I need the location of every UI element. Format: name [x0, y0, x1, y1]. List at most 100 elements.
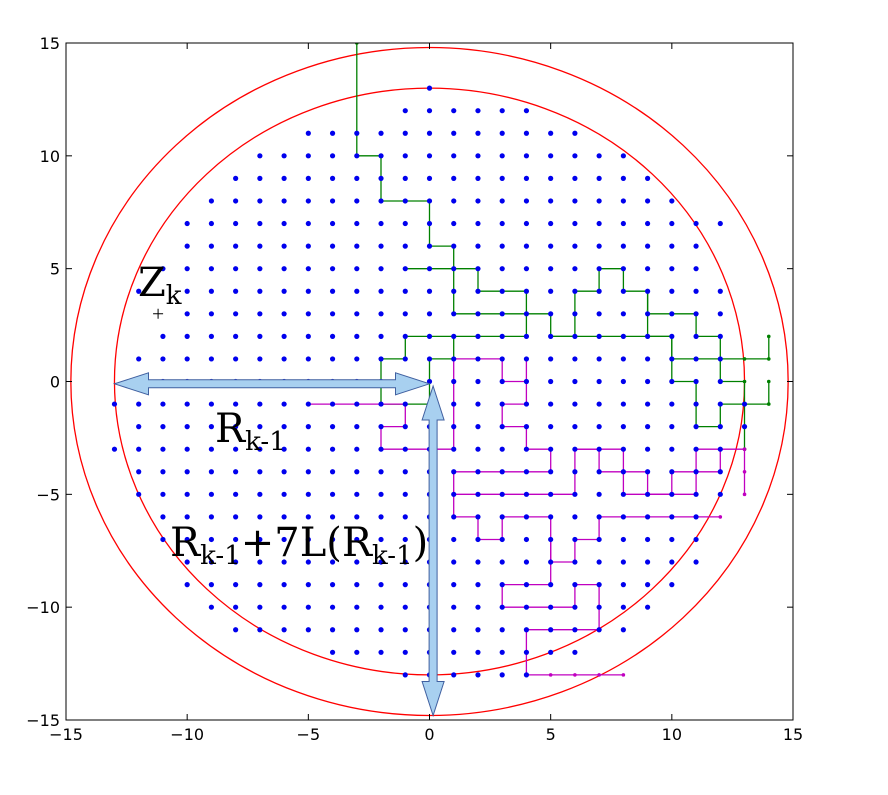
lattice-point [402, 153, 408, 159]
lattice-point [426, 198, 433, 204]
lattice-point [426, 108, 433, 114]
lattice-point [281, 401, 287, 407]
lattice-point [184, 469, 190, 475]
lattice-point [451, 108, 457, 114]
path-6-vertex [597, 673, 601, 677]
lattice-point [329, 424, 336, 430]
lattice-point [620, 356, 626, 362]
lattice-point [451, 582, 457, 588]
lattice-points-layer [111, 85, 748, 701]
lattice-point [596, 311, 602, 317]
lattice-point [620, 220, 626, 227]
lattice-point [717, 356, 723, 362]
lattice-point [572, 378, 578, 385]
lattice-point [426, 356, 433, 362]
lattice-point [378, 311, 384, 317]
lattice-point [645, 514, 651, 520]
lattice-point [281, 311, 287, 317]
lattice-point [596, 582, 602, 588]
lattice-point [184, 424, 190, 430]
lattice-point [717, 378, 723, 385]
lattice-point [184, 220, 190, 227]
lattice-point [160, 424, 166, 430]
path-0-vertex [766, 402, 771, 406]
lattice-point [693, 220, 699, 227]
lattice-point [596, 266, 602, 272]
lattice-point [645, 243, 651, 249]
lattice-point [596, 469, 602, 475]
lattice-point [233, 536, 239, 543]
lattice-point [184, 446, 190, 452]
ticks-layer: −15 −10 −5 0 5 10 15 −15 −10 −5 0 5 10 15 [26, 34, 803, 744]
lattice-point [208, 446, 214, 452]
r-label-sub: k-1 [245, 427, 286, 457]
lattice-point [596, 627, 602, 633]
lattice-point [281, 153, 287, 159]
lattice-point [281, 536, 287, 543]
lattice-point [523, 401, 530, 407]
lattice-point [329, 536, 336, 543]
lattice-point [717, 288, 723, 294]
path-0-vertex [766, 379, 771, 384]
lattice-point [669, 514, 675, 520]
lattice-point [548, 424, 554, 430]
lattice-point [523, 649, 530, 655]
lattice-point [475, 356, 481, 362]
lattice-point [572, 220, 578, 227]
lattice-point [329, 649, 336, 655]
lattice-point [329, 582, 336, 588]
lattice-point [572, 333, 578, 339]
lattice-point [693, 559, 699, 565]
lattice-point [669, 288, 675, 294]
lattice-point [499, 130, 505, 136]
lattice-point [451, 514, 457, 520]
lattice-point [233, 469, 239, 475]
lattice-point [499, 559, 505, 565]
lattice-point [305, 604, 311, 610]
lattice-point [305, 266, 311, 272]
lattice-point [329, 514, 336, 520]
lattice-point [596, 514, 602, 520]
lattice-point [669, 536, 675, 543]
lattice-point [354, 627, 360, 633]
lattice-point [402, 469, 408, 475]
lattice-point [499, 378, 505, 385]
lattice-point [620, 536, 626, 543]
lattice-point [572, 288, 578, 294]
lattice-point [499, 469, 505, 475]
lattice-point [475, 604, 481, 610]
lattice-point [717, 333, 723, 339]
lattice-point [160, 356, 166, 362]
z-label-sub: k [166, 281, 182, 311]
lattice-point [475, 514, 481, 520]
lattice-point [499, 356, 505, 362]
y-tick-label: −10 [26, 598, 60, 617]
lattice-point [184, 491, 190, 497]
lattice-point [499, 243, 505, 249]
lattice-point [523, 469, 530, 475]
lattice-point [669, 446, 675, 452]
lattice-point [475, 198, 481, 204]
lattice-point [184, 514, 190, 520]
lattice-point [354, 311, 360, 317]
lattice-point [305, 356, 311, 362]
y-tick-label: 10 [40, 147, 60, 166]
x-tick-label: −15 [49, 725, 83, 744]
lattice-point [523, 175, 530, 181]
lattice-point [499, 311, 505, 317]
lattice-point [305, 311, 311, 317]
lattice-point [208, 582, 214, 588]
lattice-point [475, 424, 481, 430]
lattice-point [523, 108, 530, 114]
lattice-point [499, 514, 505, 520]
lattice-point [257, 311, 263, 317]
lattice-point [426, 266, 433, 272]
lattice-point [281, 559, 287, 565]
lattice-point [402, 243, 408, 249]
path-0-vertex [742, 379, 747, 384]
lattice-point [378, 559, 384, 565]
lattice-point [378, 243, 384, 249]
lattice-point [499, 604, 505, 610]
path-5-vertex [718, 515, 723, 519]
